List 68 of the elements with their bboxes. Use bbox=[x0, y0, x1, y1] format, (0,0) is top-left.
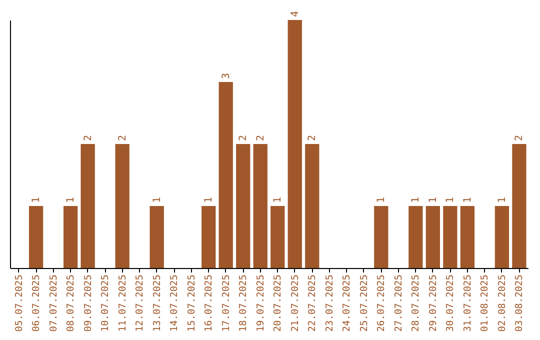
x-tick-label: 31.07.2025 bbox=[462, 274, 474, 332]
data-label: 2 bbox=[514, 134, 526, 141]
bar bbox=[374, 206, 388, 268]
x-tick-label: 23.07.2025 bbox=[324, 274, 336, 332]
x-tick-label: 10.07.2025 bbox=[100, 274, 112, 332]
x-tick-label: 22.07.2025 bbox=[307, 274, 318, 332]
bar bbox=[150, 206, 164, 268]
data-label: 1 bbox=[462, 196, 474, 203]
bar bbox=[63, 206, 78, 268]
x-tick-label: 08.07.2025 bbox=[66, 274, 77, 332]
x-tick-label: 07.07.2025 bbox=[48, 274, 60, 332]
x-tick-label: 30.07.2025 bbox=[445, 274, 456, 332]
bar bbox=[305, 144, 320, 268]
bar bbox=[460, 206, 475, 268]
x-tick-label: 25.07.2025 bbox=[358, 274, 370, 332]
data-label: 3 bbox=[220, 72, 232, 79]
x-tick-label: 01.08.2025 bbox=[480, 274, 491, 332]
data-label: 2 bbox=[238, 134, 250, 141]
data-label: 1 bbox=[445, 196, 456, 203]
bar bbox=[80, 144, 95, 268]
data-label: 1 bbox=[376, 196, 388, 203]
bar bbox=[236, 144, 250, 268]
x-tick-label: 02.08.2025 bbox=[496, 274, 508, 332]
x-tick-label: 26.07.2025 bbox=[376, 274, 388, 332]
x-tick-label: 28.07.2025 bbox=[410, 274, 422, 332]
x-tick-label: 09.07.2025 bbox=[82, 274, 94, 332]
bar bbox=[115, 144, 130, 268]
bar bbox=[408, 206, 423, 268]
data-label: 2 bbox=[307, 134, 318, 141]
data-label: 1 bbox=[428, 196, 439, 203]
x-tick-label: 16.07.2025 bbox=[204, 274, 215, 332]
bar bbox=[443, 206, 458, 268]
x-tick-label: 06.07.2025 bbox=[31, 274, 42, 332]
x-tick-label: 13.07.2025 bbox=[152, 274, 163, 332]
data-label: 1 bbox=[152, 196, 163, 203]
x-tick-label: 27.07.2025 bbox=[393, 274, 404, 332]
x-tick-label: 11.07.2025 bbox=[117, 274, 128, 332]
data-label: 1 bbox=[272, 196, 284, 203]
x-tick-label: 17.07.2025 bbox=[220, 274, 232, 332]
x-tick-label: 12.07.2025 bbox=[134, 274, 146, 332]
bar bbox=[426, 206, 440, 268]
data-label: 1 bbox=[31, 196, 42, 203]
data-label: 1 bbox=[204, 196, 215, 203]
x-tick-label: 24.07.2025 bbox=[342, 274, 353, 332]
bar bbox=[28, 206, 44, 268]
bar bbox=[253, 144, 268, 268]
bar bbox=[218, 82, 233, 268]
data-label: 4 bbox=[290, 10, 301, 17]
data-label: 2 bbox=[82, 134, 94, 141]
bar bbox=[494, 206, 510, 268]
x-tick-label: 20.07.2025 bbox=[272, 274, 284, 332]
data-label: 1 bbox=[66, 196, 77, 203]
data-label: 2 bbox=[255, 134, 266, 141]
bar bbox=[202, 206, 216, 268]
bar bbox=[512, 144, 526, 268]
data-label: 1 bbox=[410, 196, 422, 203]
data-label: 2 bbox=[117, 134, 128, 141]
data-label: 1 bbox=[496, 196, 508, 203]
bar bbox=[288, 20, 302, 268]
x-tick-label: 21.07.2025 bbox=[290, 274, 301, 332]
x-tick-label: 15.07.2025 bbox=[186, 274, 198, 332]
x-tick-label: 18.07.2025 bbox=[238, 274, 250, 332]
bar bbox=[270, 206, 285, 268]
x-tick-label: 29.07.2025 bbox=[428, 274, 439, 332]
x-tick-label: 19.07.2025 bbox=[255, 274, 266, 332]
x-tick-label: 14.07.2025 bbox=[169, 274, 180, 332]
x-tick-label: 03.08.2025 bbox=[514, 274, 526, 332]
x-tick-label: 05.07.2025 bbox=[14, 274, 25, 332]
